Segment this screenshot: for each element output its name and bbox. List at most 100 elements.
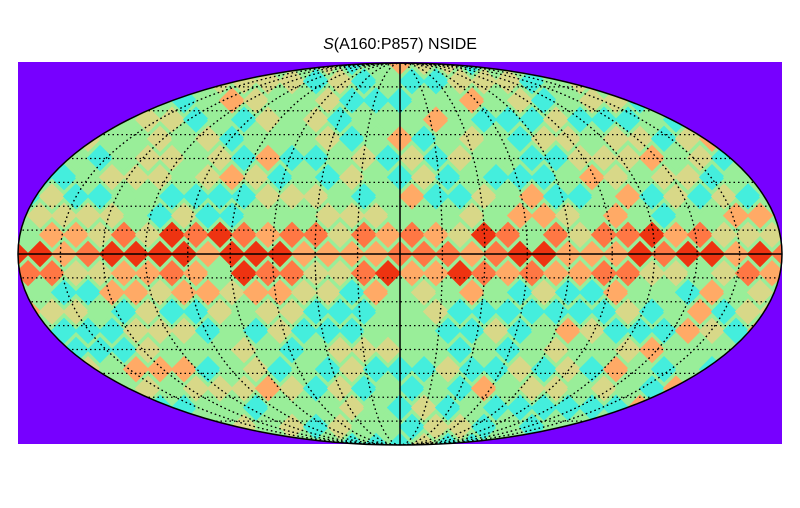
map-pixel — [698, 317, 726, 344]
map-pixel — [182, 106, 210, 133]
map-pixel — [506, 356, 534, 383]
map-pixel — [266, 202, 294, 229]
map-pixel — [458, 317, 486, 344]
map-pixel — [434, 394, 462, 421]
map-pixel — [182, 183, 210, 210]
map-pixel — [134, 336, 162, 364]
map-pixel — [374, 413, 402, 440]
map-pixel — [470, 298, 498, 325]
map-pixel — [530, 164, 558, 191]
map-pixel — [494, 260, 522, 287]
map-pixel — [482, 356, 510, 383]
map-pixel — [458, 202, 486, 229]
map-pixel — [506, 279, 534, 306]
map-pixel — [614, 106, 642, 133]
map-pixel — [614, 336, 642, 364]
map-pixel — [566, 260, 594, 287]
map-pixel — [590, 183, 618, 210]
map-pixel — [362, 317, 390, 344]
map-pixel — [278, 298, 306, 325]
map-pixel — [422, 144, 450, 172]
map-pixel — [110, 221, 138, 248]
map-pixel — [314, 87, 342, 114]
map-pixel — [122, 164, 150, 191]
map-pixel — [314, 63, 342, 76]
map-pixel — [650, 202, 678, 229]
map-pixel — [542, 221, 570, 248]
map-pixel — [638, 221, 666, 248]
map-pixel — [278, 183, 306, 210]
map-pixel — [362, 279, 390, 306]
map-pixel — [146, 202, 174, 229]
map-pixel — [662, 298, 690, 325]
map-pixel — [434, 164, 462, 191]
map-pixel — [158, 221, 186, 248]
map-pixel — [122, 317, 150, 344]
map-pixel — [590, 221, 618, 248]
map-pixel — [422, 375, 450, 402]
map-pixel — [110, 260, 138, 287]
map-pixel — [230, 183, 258, 210]
map-pixel — [362, 87, 390, 114]
map-pixel — [98, 279, 126, 306]
map-pixel — [194, 279, 222, 306]
map-pixel — [206, 183, 234, 210]
map-pixel — [494, 221, 522, 248]
map-pixel — [158, 106, 186, 133]
map-pixel — [122, 279, 150, 306]
map-pixel — [38, 298, 66, 325]
map-pixel — [206, 260, 234, 287]
map-pixel — [122, 356, 150, 383]
map-pixel — [146, 125, 174, 152]
map-pixel — [494, 375, 522, 402]
map-pixel — [566, 298, 594, 325]
map-pixel — [470, 221, 498, 248]
map-pixel — [542, 106, 570, 133]
map-pixel — [374, 221, 402, 248]
map-pixel — [518, 375, 546, 402]
map-pixel — [398, 375, 426, 402]
map-pixel — [698, 202, 726, 229]
map-pixel — [542, 260, 570, 287]
map-pixel — [470, 68, 498, 95]
map-pixel — [266, 317, 294, 344]
map-pixel — [542, 298, 570, 325]
map-pixel — [326, 336, 354, 364]
map-pixel — [398, 68, 426, 95]
map-pixel — [542, 183, 570, 210]
map-pixel — [578, 202, 606, 229]
map-pixel — [218, 87, 246, 114]
map-pixel — [338, 125, 366, 152]
map-pixel — [494, 183, 522, 210]
map-pixel — [542, 144, 570, 172]
map-pixel — [602, 317, 630, 344]
map-pixel — [254, 68, 282, 95]
map-pixel — [242, 202, 270, 229]
map-pixel — [338, 63, 366, 76]
map-pixel — [338, 356, 366, 383]
map-pixel — [386, 63, 414, 76]
map-pixel — [566, 375, 594, 402]
map-pixel — [398, 298, 426, 325]
map-pixel — [458, 279, 486, 306]
map-pixel — [518, 106, 546, 133]
map-pixel — [350, 106, 378, 133]
map-pixel — [674, 279, 702, 306]
map-pixel — [422, 183, 450, 210]
map-pixel — [182, 336, 210, 364]
map-pixel — [350, 183, 378, 210]
map-pixel — [554, 279, 582, 306]
map-pixel — [578, 279, 606, 306]
map-pixel — [578, 164, 606, 191]
map-pixel — [494, 298, 522, 325]
map-pixel — [746, 202, 774, 229]
map-pixel — [230, 260, 258, 287]
map-pixel — [578, 356, 606, 383]
map-pixel — [290, 202, 318, 229]
map-pixel — [86, 260, 114, 287]
map-pixel — [398, 221, 426, 248]
map-pixel — [134, 106, 162, 133]
map-pixel — [62, 144, 90, 172]
map-pixel — [350, 298, 378, 325]
